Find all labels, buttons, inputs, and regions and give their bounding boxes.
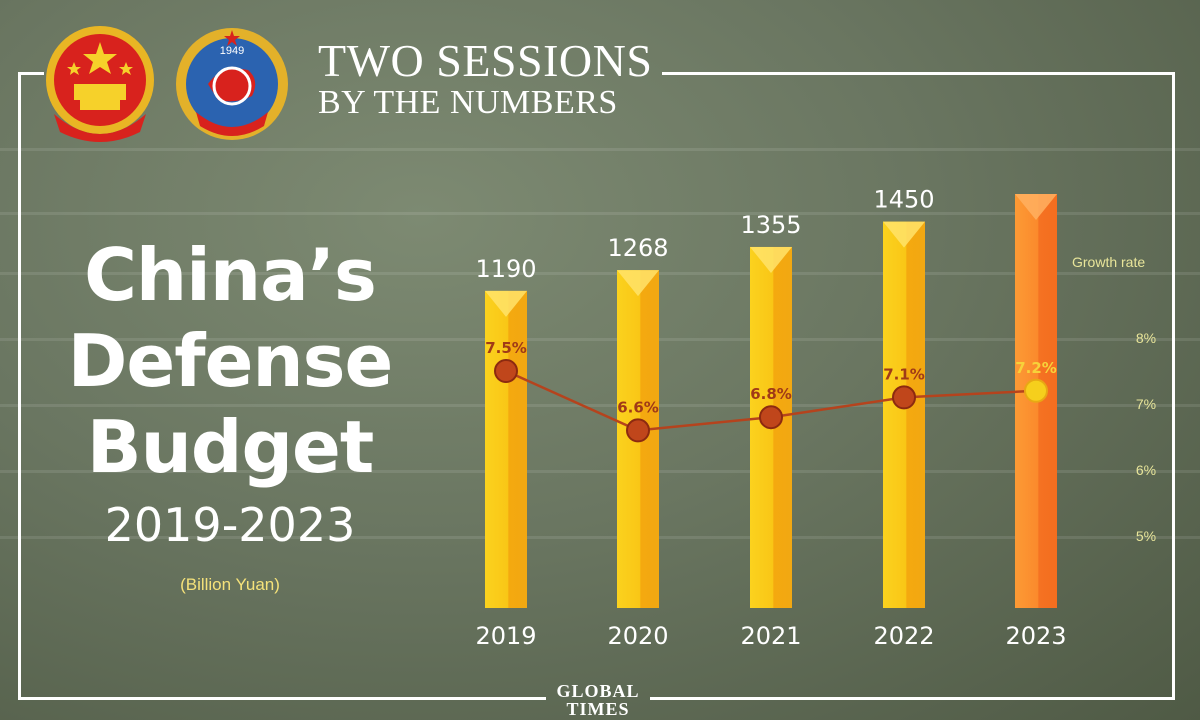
page-title: China’s Defense Budget bbox=[20, 232, 440, 490]
x-tick-label-2020: 2020 bbox=[607, 622, 668, 650]
page-title-line3: Budget bbox=[86, 405, 374, 489]
frame-border bbox=[18, 697, 546, 700]
growth-rate-label-2020: 6.6% bbox=[617, 398, 659, 416]
growth-rate-point-2020 bbox=[626, 418, 650, 443]
frame-border bbox=[18, 72, 21, 700]
growth-rate-axis-label: Growth rate bbox=[1072, 254, 1146, 270]
x-tick-label-2022: 2022 bbox=[873, 622, 934, 650]
y2-tick-label: 8% bbox=[1136, 330, 1156, 346]
bar-bevel-2019 bbox=[485, 290, 527, 317]
growth-rate-point-2019 bbox=[494, 359, 518, 383]
page-title-line1: China’s bbox=[84, 233, 377, 317]
header-title-line1: TWO SESSIONS bbox=[318, 35, 653, 86]
bar-value-label-2022: 1450 bbox=[873, 186, 934, 214]
growth-rate-label-2022: 7.1% bbox=[883, 365, 925, 383]
growth-rate-point-2021 bbox=[759, 405, 783, 430]
bar-value-label-2020: 1268 bbox=[607, 234, 668, 262]
x-tick-label-2023: 2023 bbox=[1005, 622, 1066, 650]
cppcc-emblem-icon: 1949 bbox=[176, 28, 288, 140]
logo-line2: TIMES bbox=[566, 699, 630, 719]
bar-value-label-2021: 1355 bbox=[740, 211, 801, 239]
bar-value-label-2019: 1190 bbox=[475, 255, 536, 283]
growth-rate-label-2023: 7.2% bbox=[1015, 359, 1057, 377]
logo-line1: GLOBAL bbox=[556, 681, 640, 701]
y2-tick-label: 7% bbox=[1136, 396, 1156, 412]
unit-label: (Billion Yuan) bbox=[180, 575, 280, 594]
frame-border bbox=[1172, 72, 1175, 700]
header-title-line2: BY THE NUMBERS bbox=[318, 84, 618, 121]
bar-2019 bbox=[485, 290, 527, 608]
bar-bevel-2020 bbox=[617, 270, 659, 297]
global-times-logo: GLOBAL TIMES bbox=[548, 682, 648, 720]
bar-2022 bbox=[883, 221, 925, 609]
title-years: 2019-2023 bbox=[104, 498, 356, 552]
growth-rate-label-2021: 6.8% bbox=[750, 385, 792, 403]
frame-border bbox=[18, 72, 44, 75]
page-title-line2: Defense bbox=[67, 319, 394, 403]
national-emblem-icon bbox=[46, 26, 154, 142]
bar-bevel-2022 bbox=[883, 221, 925, 248]
frame-border bbox=[650, 697, 1175, 700]
x-tick-label-2019: 2019 bbox=[475, 622, 536, 650]
y2-tick-label: 6% bbox=[1136, 462, 1156, 478]
y2-tick-label: 5% bbox=[1136, 528, 1156, 544]
header-title: TWO SESSIONS BY THE NUMBERS bbox=[318, 38, 652, 120]
bar-bevel-2023 bbox=[1015, 194, 1057, 220]
bar-bevel-2021 bbox=[750, 246, 792, 273]
growth-rate-point-2022 bbox=[892, 385, 916, 410]
growth-rate-point-2023 bbox=[1024, 378, 1048, 403]
frame-border bbox=[662, 72, 1175, 75]
x-tick-label-2021: 2021 bbox=[740, 622, 801, 650]
growth-rate-label-2019: 7.5% bbox=[485, 339, 527, 357]
cppcc-emblem-year: 1949 bbox=[220, 45, 244, 57]
